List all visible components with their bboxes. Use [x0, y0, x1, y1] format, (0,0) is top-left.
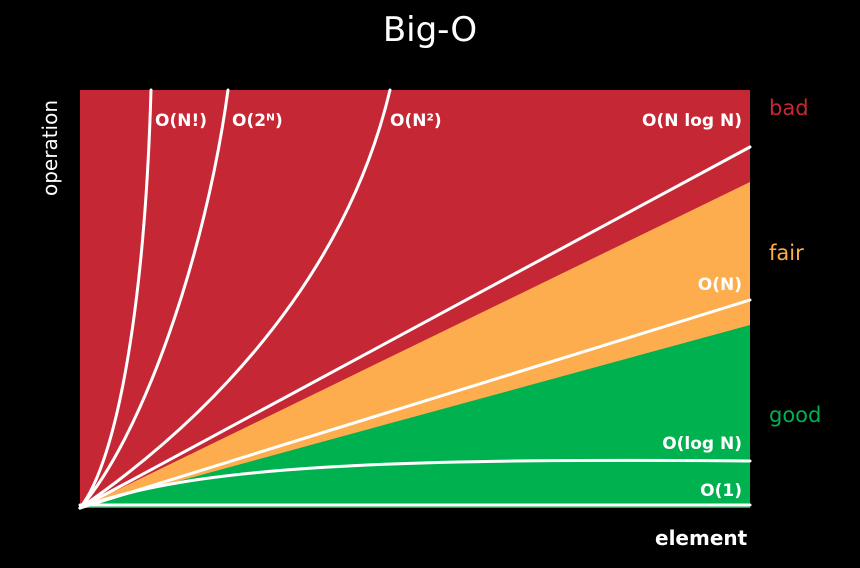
curve-linear	[78, 298, 752, 510]
label-linear: O(N)	[698, 275, 742, 295]
curve-linearithmic	[78, 145, 752, 510]
curve-factorial	[78, 88, 153, 510]
zone-label-fair: fair	[769, 241, 804, 265]
label-logarithmic: O(log N)	[662, 434, 742, 454]
curve-exponential	[78, 88, 230, 510]
label-exponential: O(2ᴺ)	[232, 111, 283, 131]
x-axis-label: element	[655, 526, 748, 550]
zone-label-bad: bad	[769, 96, 809, 120]
curve-logarithmic	[78, 458, 752, 510]
chart-title: Big-O	[382, 10, 478, 50]
label-linearithmic: O(N log N)	[642, 111, 742, 131]
curve-quadratic	[78, 88, 392, 510]
label-factorial: O(N!)	[155, 111, 207, 131]
label-constant: O(1)	[700, 481, 742, 501]
zone-label-good: good	[769, 403, 822, 427]
good-zone	[80, 325, 750, 508]
label-quadratic: O(N²)	[390, 111, 442, 131]
